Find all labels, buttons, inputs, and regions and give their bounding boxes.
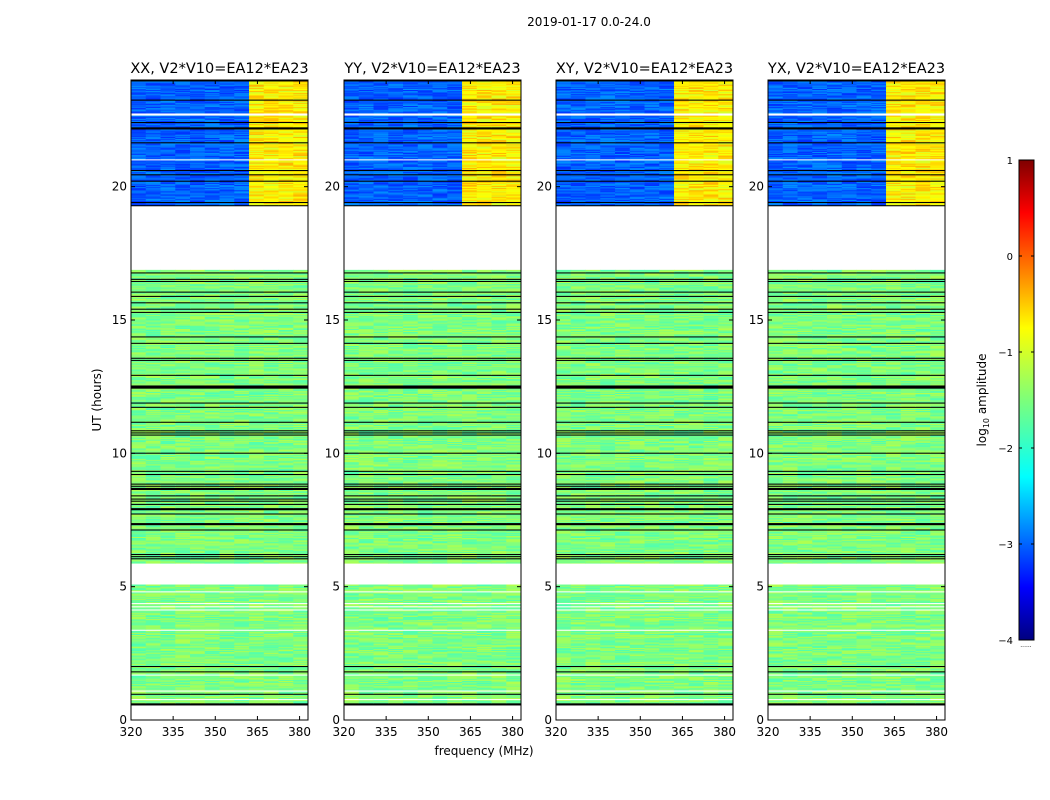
heatmap [131,79,308,706]
heatmap-cell [264,585,279,586]
heatmap-row [131,585,308,586]
heatmap-cell [234,585,249,586]
heatmap-cell [190,585,205,586]
heatmap-cell [249,585,264,586]
heatmap-cell [293,585,308,586]
heatmap-cell [279,585,294,586]
heatmap-cell [146,585,161,586]
heatmap-cell [161,585,176,586]
figure-suptitle: 2019-01-17 0.0-24.0 [527,15,651,29]
heatmap-cell [205,585,220,586]
figure: 2019-01-17 0.0-24.0 XX, V2*V10=EA12*EA23… [0,0,1050,800]
heatmap-cell [131,585,146,586]
heatmap-cell [175,585,190,586]
panel-title: XX, V2*V10=EA12*EA23 [130,61,308,77]
heatmap-cell [220,585,235,586]
